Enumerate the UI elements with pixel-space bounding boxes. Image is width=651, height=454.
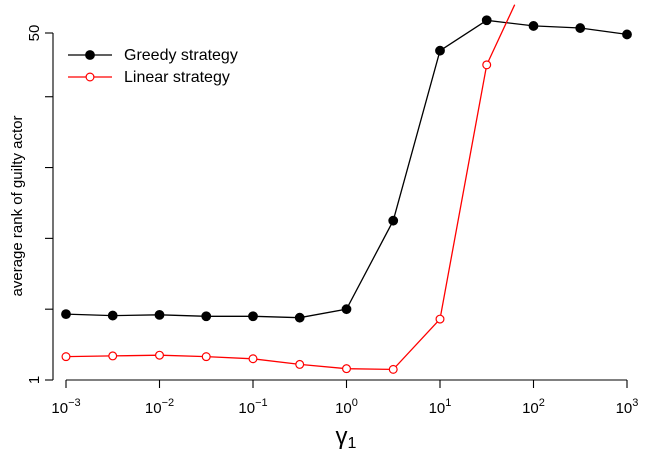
x-tick-exponent: −1 <box>255 397 268 409</box>
x-ticks: 10−3 10−2 10−1 100 101 102 103 <box>51 380 638 417</box>
x-tick-label: 101 <box>429 397 452 417</box>
x-tick-label: 103 <box>616 397 639 417</box>
series-point-0 <box>294 312 305 323</box>
legend: Greedy strategy Linear strategy <box>68 47 238 86</box>
series-point-0 <box>388 215 399 226</box>
x-tick-exponent: 1 <box>445 397 451 409</box>
series-point-1 <box>61 352 71 362</box>
x-tick-base: 10 <box>51 400 68 417</box>
series-point-0 <box>61 309 71 320</box>
x-tick-base: 10 <box>429 400 446 417</box>
x-tick-exponent: −3 <box>68 397 81 409</box>
series-point-1 <box>201 352 211 362</box>
x-tick-exponent: 3 <box>632 397 638 409</box>
x-tick-base: 10 <box>616 400 633 417</box>
series-point-1 <box>482 60 492 70</box>
series-point-1 <box>435 314 445 324</box>
series-layer <box>61 4 632 374</box>
x-tick-exponent: 0 <box>352 397 358 409</box>
y-ticks: 1 50 <box>26 25 53 384</box>
series-point-0 <box>154 309 165 320</box>
series-point-1 <box>342 364 352 374</box>
series-point-0 <box>528 21 539 31</box>
x-axis-label-symbol: γ <box>336 423 348 450</box>
series-point-0 <box>201 311 212 322</box>
x-tick-base: 10 <box>238 400 255 417</box>
x-tick-exponent: 2 <box>539 397 545 409</box>
x-tick-label: 10−3 <box>51 397 80 417</box>
x-tick-label: 100 <box>335 397 358 417</box>
y-tick-label: 50 <box>26 25 43 42</box>
series-point-0 <box>481 15 492 26</box>
x-axis-label: γ1 <box>336 423 357 452</box>
series-line-0 <box>65 19 628 319</box>
series-point-0 <box>248 311 258 322</box>
legend-label: Greedy strategy <box>124 47 238 64</box>
series-point-0 <box>622 29 632 40</box>
series-point-0 <box>341 304 352 315</box>
x-tick-label: 10−1 <box>238 397 267 417</box>
x-axis-label-subscript: 1 <box>348 435 357 452</box>
series-point-1 <box>248 354 258 364</box>
x-tick-label: 10−2 <box>145 397 174 417</box>
x-tick-base: 10 <box>522 400 539 417</box>
x-tick-base: 10 <box>335 400 352 417</box>
y-tick-label: 1 <box>26 376 43 384</box>
series-point-1 <box>295 359 305 369</box>
series-point-0 <box>435 45 445 56</box>
x-tick-base: 10 <box>145 400 162 417</box>
legend-marker <box>85 50 95 60</box>
series-point-1 <box>108 351 118 361</box>
series-point-0 <box>575 23 586 33</box>
y-axis-label: average rank of guilty actor <box>9 116 26 297</box>
series-point-1 <box>388 364 398 374</box>
series-point-1 <box>155 350 165 360</box>
legend-label: Linear strategy <box>124 69 230 86</box>
x-tick-label: 102 <box>522 397 545 417</box>
series-point-0 <box>107 310 118 321</box>
legend-marker <box>85 72 95 82</box>
x-tick-exponent: −2 <box>162 397 175 409</box>
